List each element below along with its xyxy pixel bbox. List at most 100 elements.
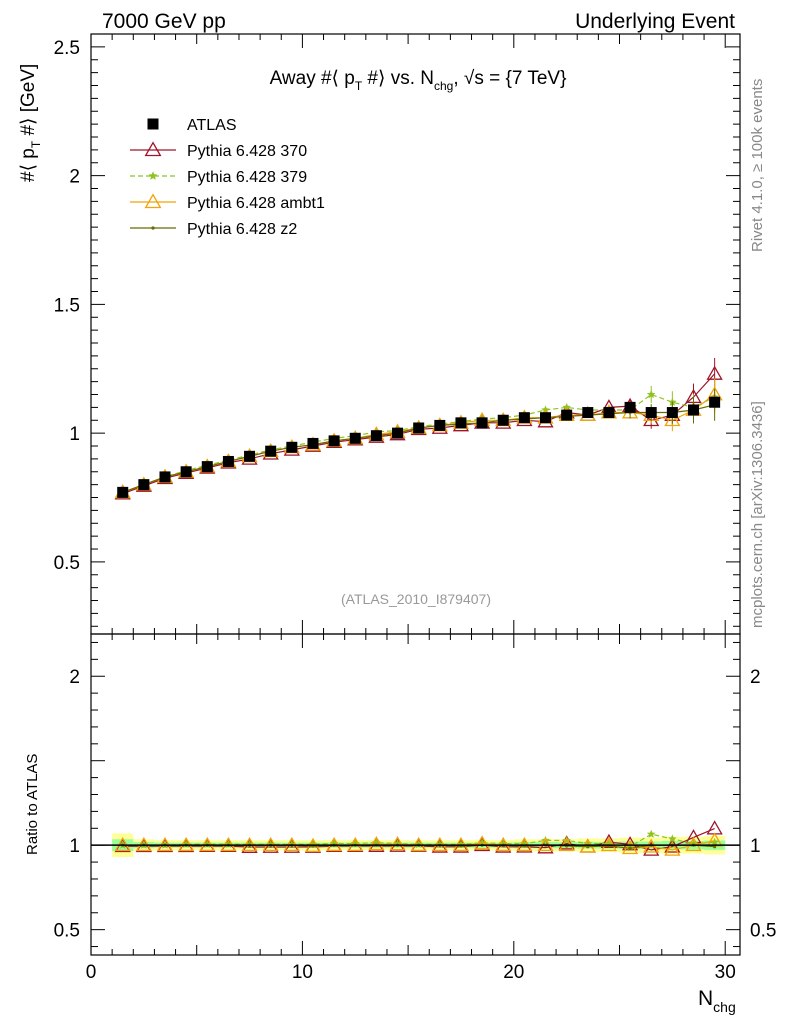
chart-title-sub2: chg bbox=[434, 79, 453, 93]
ratio-point-pythia-6-428-ambt1 bbox=[410, 836, 427, 852]
ratio-point-pythia-6-428-ambt1 bbox=[262, 836, 279, 852]
ratio-point-pythia-6-428-ambt1 bbox=[241, 836, 258, 852]
ratio-point-pythia-6-428-ambt1 bbox=[135, 836, 152, 852]
ratio-point-pythia-6-428-379 bbox=[646, 829, 656, 838]
ratio-point-pythia-6-428-ambt1 bbox=[473, 835, 491, 850]
ratio-tick-label-right: 0.5 bbox=[750, 921, 776, 942]
ratio-tick-label-right: 2 bbox=[750, 667, 761, 688]
ratio-point-pythia-6-428-ambt1 bbox=[220, 836, 237, 852]
y-axis-label: #⟨ pT #⟩ [GeV] bbox=[18, 64, 43, 182]
ratio-point-pythia-6-428-ambt1 bbox=[368, 836, 385, 851]
point-pythia-6-428-379 bbox=[646, 390, 656, 399]
point-pythia-6-428-ambt1 bbox=[664, 411, 681, 427]
ratio-point-pythia-6-428-370 bbox=[262, 838, 279, 853]
point-atlas bbox=[455, 417, 467, 429]
point-atlas bbox=[476, 417, 488, 429]
legend-marker-atlas bbox=[147, 118, 159, 130]
y-tick-label: 0.5 bbox=[54, 553, 80, 574]
point-atlas bbox=[540, 412, 552, 424]
x-axis-label-main: N bbox=[698, 987, 713, 1010]
ratio-point-pythia-6-428-370 bbox=[558, 835, 575, 850]
ratio-point-pythia-6-428-ambt1 bbox=[199, 836, 216, 852]
point-atlas bbox=[497, 414, 509, 426]
legend-label-pythia-6-428-379: Pythia 6.428 379 bbox=[187, 169, 307, 186]
point-atlas bbox=[666, 407, 678, 419]
point-atlas bbox=[709, 396, 721, 408]
ratio-point-pythia-6-428-370 bbox=[706, 820, 723, 835]
ratio-point-pythia-6-428-ambt1 bbox=[389, 836, 406, 851]
ratio-point-pythia-6-428-370 bbox=[643, 841, 660, 856]
x-tick-label: 30 bbox=[715, 962, 736, 983]
point-atlas bbox=[307, 437, 319, 449]
x-axis-label-sub: chg bbox=[713, 999, 736, 1015]
point-atlas bbox=[222, 455, 234, 467]
ratio-point-pythia-6-428-370 bbox=[241, 838, 258, 853]
y-axis-label-pre: #⟨ p bbox=[18, 148, 39, 182]
point-atlas bbox=[603, 407, 615, 419]
point-atlas bbox=[434, 419, 446, 431]
ratio-tick-label: 2 bbox=[69, 667, 80, 688]
ratio-point-pythia-6-428-ambt1 bbox=[685, 836, 702, 852]
chart-title-sub1: T bbox=[355, 79, 363, 93]
legend-marker-pythia-6-428-370 bbox=[144, 141, 162, 157]
point-atlas bbox=[561, 409, 573, 421]
y-tick-label: 1.5 bbox=[54, 295, 80, 316]
ratio-point-pythia-6-428-ambt1 bbox=[558, 836, 575, 852]
ratio-point-pythia-6-428-ambt1 bbox=[452, 836, 470, 852]
point-atlas bbox=[180, 466, 192, 478]
ratio-point-pythia-6-428-370 bbox=[283, 838, 300, 853]
point-atlas bbox=[518, 412, 530, 424]
y-axis-label-sub: T bbox=[29, 140, 43, 148]
ratio-point-pythia-6-428-ambt1 bbox=[114, 836, 131, 852]
point-atlas bbox=[392, 427, 404, 439]
ratio-point-pythia-6-428-370 bbox=[537, 839, 554, 854]
rivet-label: Rivet 4.1.0, ≥ 100k events bbox=[749, 79, 766, 252]
point-atlas bbox=[370, 430, 382, 442]
point-atlas bbox=[349, 432, 361, 444]
ratio-point-pythia-6-428-370 bbox=[431, 838, 448, 853]
ratio-point-pythia-6-428-ambt1 bbox=[664, 841, 681, 856]
point-atlas bbox=[624, 401, 636, 413]
ratio-point-pythia-6-428-ambt1 bbox=[156, 836, 174, 852]
point-atlas bbox=[159, 471, 171, 483]
ratio-point-pythia-6-428-ambt1 bbox=[283, 836, 300, 852]
ratio-tick-label: 0.5 bbox=[54, 921, 80, 942]
ratio-point-pythia-6-428-ambt1 bbox=[600, 836, 618, 852]
legend-label-pythia-6-428-z2: Pythia 6.428 z2 bbox=[187, 221, 297, 238]
legend-label-pythia-6-428-ambt1: Pythia 6.428 ambt1 bbox=[187, 195, 325, 212]
point-atlas bbox=[645, 407, 657, 419]
ratio-point-pythia-6-428-z2 bbox=[586, 845, 590, 849]
ratio-point-pythia-6-428-z2 bbox=[628, 846, 632, 850]
legend-marker-pythia-6-428-ambt1 bbox=[144, 193, 162, 209]
point-atlas bbox=[201, 461, 213, 473]
ratio-tick-label: 1 bbox=[69, 836, 80, 857]
chart-title-mid: #⟩ vs. N bbox=[362, 68, 434, 89]
point-pythia-6-428-370 bbox=[643, 411, 660, 427]
y-tick-label: 2.5 bbox=[54, 38, 80, 59]
axis-ticks: 0 10 20 30 0.5 1 1.5 2 2.5 0.5 0.5 1 1 2 2 bbox=[54, 34, 776, 983]
point-atlas bbox=[582, 407, 594, 419]
legend: ATLAS Pythia 6.428 370 Pythia 6.428 379 Pyt… bbox=[130, 117, 325, 238]
point-atlas bbox=[687, 404, 699, 416]
y-tick-label: 2 bbox=[69, 167, 80, 188]
ratio-tick-label-right: 1 bbox=[750, 836, 761, 857]
point-atlas bbox=[265, 445, 277, 457]
plot-frames bbox=[90, 33, 741, 956]
ratio-point-pythia-6-428-ambt1 bbox=[495, 836, 512, 852]
ratio-point-pythia-6-428-ambt1 bbox=[431, 836, 448, 852]
data-series bbox=[114, 357, 723, 856]
x-tick-label: 20 bbox=[503, 962, 524, 983]
analysis-watermark: (ATLAS_2010_I879407) bbox=[341, 591, 491, 607]
mcplots-label: mcplots.cern.ch [arXiv:1306.3436] bbox=[749, 401, 766, 628]
chart-title: Away #⟨ pT #⟩ vs. Nchg, √s = {7 TeV} bbox=[270, 68, 567, 93]
legend-marker-pythia-6-428-z2 bbox=[151, 226, 155, 230]
point-atlas bbox=[328, 435, 340, 447]
ratio-point-pythia-6-428-ambt1 bbox=[325, 836, 343, 852]
chart-title-pre: Away #⟨ p bbox=[270, 68, 355, 89]
ratio-point-pythia-6-428-ambt1 bbox=[178, 836, 195, 852]
legend-marker-pythia-6-428-379 bbox=[148, 171, 158, 180]
point-atlas bbox=[413, 422, 425, 434]
y-axis-label-post: #⟩ [GeV] bbox=[18, 64, 39, 141]
ratio-point-pythia-6-428-379 bbox=[668, 834, 677, 843]
